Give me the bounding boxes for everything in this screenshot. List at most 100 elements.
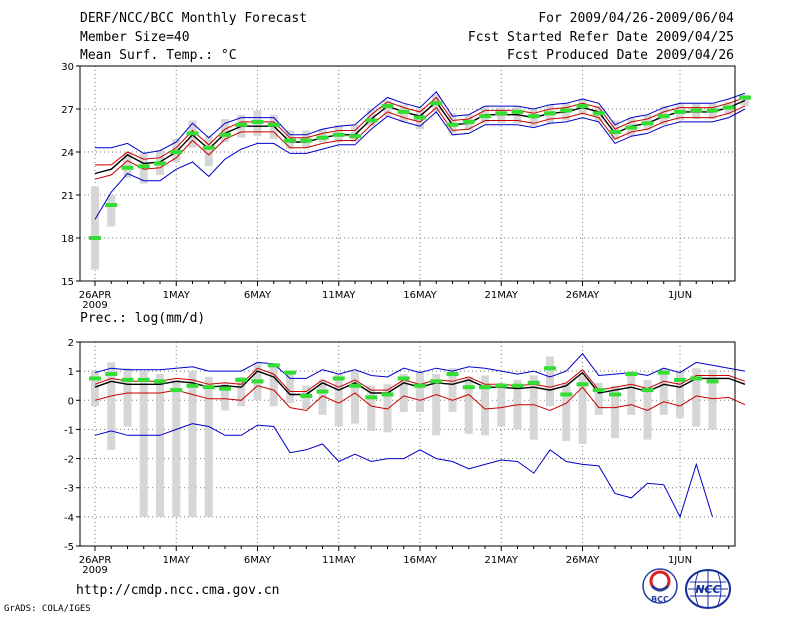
prec-median-mark [300,393,313,398]
temp-inner-lower-line [94,105,746,180]
temp-y-tick-label: 18 [61,234,74,245]
temp-ensemble-bar [91,186,99,270]
ncc-logo-icon: NCC [685,569,731,609]
prec-ensemble-bar [123,368,132,427]
prec-median-mark [625,372,638,377]
temp-ensemble-bar [741,94,749,107]
temp-median-mark [300,138,313,143]
temp-median-mark [739,95,751,100]
temp-y-tick-label: 27 [61,105,74,116]
bcc-logo-text: BCC [651,595,669,604]
temp-median-mark [625,125,638,130]
prec-ensemble-bar [367,385,376,431]
temp-y-tick-label: 15 [61,277,74,288]
prec-median-mark [430,379,443,384]
prec-median-mark [414,383,426,388]
temp-median-mark [89,236,101,240]
temp-ensemble-bar [221,119,229,142]
prec-y-tick-label: -2 [64,455,74,466]
forecast-produced-date-label: Fcst Produced Date 2009/04/26 [507,48,734,63]
prec-median-mark [690,376,703,381]
prec-median-mark [560,392,573,397]
prec-y-tick-label: 2 [68,338,74,349]
temp-x-tick-label: 26MAY [566,290,600,301]
prec-y-tick-label: -3 [64,484,74,495]
temp-median-mark [170,150,183,154]
temp-median-mark [560,108,573,113]
prec-median-mark [284,370,296,375]
prec-median-mark [657,370,670,375]
temp-x-tick-label: 16MAY [403,290,437,301]
temp-x-tick-label: 1JUN [668,290,692,301]
temp-year-label: 2009 [82,300,107,311]
forecast-period-label: For 2009/04/26-2009/06/04 [538,11,734,26]
bcc-logo-icon: BCC [642,568,678,604]
prec-ensemble-bar [399,374,408,412]
prec-ensemble-bar [676,371,684,418]
prec-ensemble-bar [578,375,587,444]
temp-ensemble-bar [367,109,376,127]
prec-y-tick-label: -4 [64,513,74,524]
temp-inner-upper-line [95,96,746,166]
prec-ensemble-bar [172,379,181,517]
prec-median-mark [576,382,589,387]
source-url[interactable]: http://cmdp.ncc.cma.gov.cn [76,583,280,598]
prec-median-mark [365,395,378,400]
temp-median-mark [154,161,166,166]
temp-y-tick-label: 24 [61,148,74,159]
prec-ensemble-bar [692,368,701,427]
prec-ensemble-bar [107,362,116,450]
prec-ensemble-bar [546,356,554,407]
temp-outer-lower-line [94,108,746,220]
prec-x-tick-label: 1JUN [668,555,692,566]
prec-median-mark [479,385,491,390]
temp-median-mark [414,115,426,120]
temp-ensemble-bar [123,152,132,178]
prec-median-mark [121,377,134,382]
prec-x-tick-label: 11MAY [322,555,356,566]
temp-x-tick-label: 11MAY [322,290,356,301]
ncc-logo-text: NCC [695,583,720,596]
prec-median-mark [527,380,540,385]
temp-median-mark [430,101,443,106]
prec-median-mark [706,379,719,384]
prec-ensemble-bar [464,376,473,434]
temp-y-tick-label: 21 [61,191,74,202]
prec-panel: -5 -4 -3 -2 -1 0 1 2 26APR 1MAY 6MAY 11MAY 16MAY 21MA… [64,311,746,576]
temp-x-tick-label: 26APR [79,290,112,301]
variable-label: Mean Surf. Temp.: °C [80,48,237,63]
prec-ensemble-bar [481,375,489,436]
temp-median-mark [527,114,540,119]
prec-median-mark [186,383,199,388]
temp-median-mark [446,122,459,127]
prec-ensemble-bar [383,384,392,433]
temp-median-mark [706,108,719,113]
temp-median-mark [219,132,231,137]
prec-x-tick-label: 26MAY [566,555,600,566]
temp-median-mark [592,111,605,116]
prec-frame [79,341,736,547]
temp-median-mark [495,111,508,116]
prec-y-tick-label: -5 [64,542,74,553]
temp-median-mark [609,129,621,134]
temp-median-mark [690,108,703,113]
temp-panel: 15 18 21 24 27 30 26APR 1MAY 6MAY 11MAY 16MAY 21MAY… [61,62,751,311]
prec-ensemble-bar [611,385,619,439]
prec-ensemble-bar [708,369,717,430]
temp-ensemble-bar [497,107,506,124]
temp-median-mark [365,118,378,123]
prec-median-mark [495,383,508,388]
prec-ensemble-bar [139,371,148,517]
temp-median-mark [511,109,524,114]
temp-x-tick-label: 6MAY [244,290,272,301]
prec-median-mark [137,377,150,382]
prec-median-mark [641,388,654,393]
temp-median-mark [186,131,199,136]
prec-x-tick-label: 1MAY [163,555,191,566]
temp-median-mark [462,119,475,124]
member-size-label: Member Size=40 [80,30,190,45]
prec-ensemble-bar [221,382,229,411]
temp-ensemble-bar [139,153,148,184]
temp-median-mark [479,114,491,119]
